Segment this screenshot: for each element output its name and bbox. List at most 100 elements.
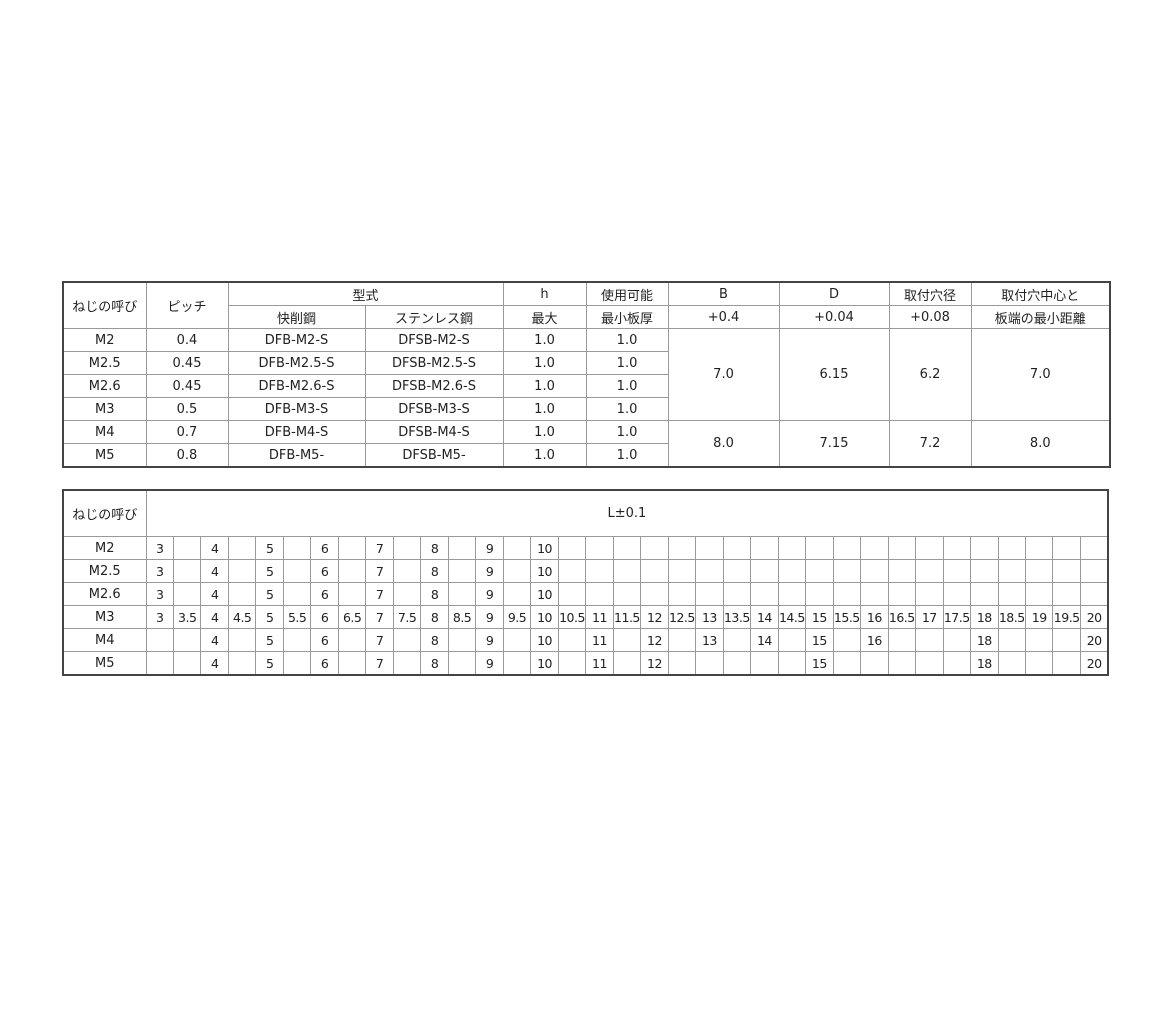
cell-length	[970, 582, 999, 606]
cell-length	[887, 536, 917, 560]
cell-length: 3.5	[172, 605, 202, 629]
cell-length: 7	[365, 536, 394, 560]
cell-length	[1024, 628, 1054, 652]
cell-length: 11.5	[612, 605, 642, 629]
cell-length: 9	[475, 628, 504, 652]
cell-sus: DFSB-M2.5-S	[364, 351, 504, 375]
cell-thick: 1.0	[585, 374, 669, 398]
cell-length: 8	[420, 651, 449, 676]
cell-length	[585, 559, 614, 583]
cell-h: 1.0	[502, 351, 587, 375]
cell-length	[1052, 536, 1081, 560]
cell-length: 6	[310, 651, 339, 676]
cell-b: 7.0	[667, 328, 780, 421]
header-thick-sub: 最小板厚	[585, 305, 669, 329]
cell-length: 4	[200, 605, 229, 629]
cell-length	[612, 559, 642, 583]
cell-length	[557, 582, 587, 606]
cell-length	[887, 651, 917, 676]
cell-length	[337, 582, 367, 606]
header-hole-tol: +0.08	[888, 305, 972, 329]
cell-length	[722, 536, 752, 560]
cell-size: M2.6	[62, 582, 147, 606]
cell-length: 5	[255, 582, 284, 606]
cell-length: 19.5	[1052, 605, 1081, 629]
table-row: M3 3 3.5 4 4.5 5 5.5 6 6.5 7 7.5 8 8.5 9 9.5 10 10.5 11 11…	[62, 605, 1109, 629]
cell-length: 6.5	[337, 605, 367, 629]
header-length: L±0.1	[145, 489, 1109, 537]
cell-length	[750, 559, 779, 583]
cell-length	[1052, 628, 1081, 652]
cell-length	[557, 628, 587, 652]
cell-length: 6	[310, 582, 339, 606]
cell-length	[695, 536, 724, 560]
cell-length	[282, 559, 312, 583]
cell-size: M5	[62, 443, 147, 468]
cell-size: M4	[62, 420, 147, 444]
cell-length	[172, 628, 202, 652]
cell-length	[777, 536, 807, 560]
cell-length	[502, 559, 532, 583]
cell-length: 3	[145, 559, 174, 583]
cell-length	[392, 651, 422, 676]
cell-length	[970, 536, 999, 560]
cell-free: DFB-M5-	[227, 443, 366, 468]
table-row: M2.5 0.45 DFB-M2.5-S DFSB-M2.5-S 1.0 1.0	[62, 351, 1110, 375]
cell-length: 20	[1079, 651, 1109, 676]
cell-length	[585, 582, 614, 606]
cell-length	[667, 582, 697, 606]
cell-length	[832, 536, 862, 560]
cell-length: 6	[310, 628, 339, 652]
cell-length: 13.5	[722, 605, 752, 629]
cell-length: 20	[1079, 628, 1109, 652]
cell-length	[447, 628, 477, 652]
cell-length: 9	[475, 605, 504, 629]
cell-free: DFB-M2-S	[227, 328, 366, 352]
cell-length	[997, 559, 1027, 583]
cell-length	[640, 559, 669, 583]
cell-length	[640, 582, 669, 606]
cell-pitch: 0.8	[145, 443, 229, 468]
cell-length	[502, 582, 532, 606]
cell-length: 4.5	[227, 605, 257, 629]
cell-length: 4	[200, 628, 229, 652]
cell-length	[145, 651, 174, 676]
cell-length	[695, 559, 724, 583]
cell-length: 7.5	[392, 605, 422, 629]
cell-length	[1079, 559, 1109, 583]
cell-length	[942, 559, 972, 583]
cell-length	[282, 628, 312, 652]
cell-free: DFB-M3-S	[227, 397, 366, 421]
cell-h: 1.0	[502, 443, 587, 468]
cell-length	[777, 559, 807, 583]
cell-length: 10	[530, 582, 559, 606]
cell-length: 3	[145, 582, 174, 606]
cell-free: DFB-M2.6-S	[227, 374, 366, 398]
cell-length: 5.5	[282, 605, 312, 629]
cell-length: 16	[860, 628, 889, 652]
cell-length	[502, 536, 532, 560]
cell-thick: 1.0	[585, 351, 669, 375]
cell-length: 6	[310, 536, 339, 560]
cell-hole: 6.2	[888, 328, 972, 421]
cell-length	[227, 628, 257, 652]
cell-length	[1024, 651, 1054, 676]
cell-length	[805, 582, 834, 606]
cell-length	[447, 559, 477, 583]
table-row: M2.6 0.45 DFB-M2.6-S DFSB-M2.6-S 1.0 1.0	[62, 374, 1110, 398]
cell-length	[887, 582, 917, 606]
header-hole: 取付穴径	[888, 281, 972, 306]
cell-length	[282, 651, 312, 676]
table-row: M2.6 3 4 5 6 7 8 9 10	[62, 582, 1109, 606]
cell-length: 8	[420, 559, 449, 583]
cell-length	[557, 536, 587, 560]
cell-d: 6.15	[778, 328, 890, 421]
cell-length	[337, 536, 367, 560]
cell-length: 20	[1079, 605, 1109, 629]
cell-length	[997, 536, 1027, 560]
cell-size: M2	[62, 328, 147, 352]
header-b: B	[667, 281, 780, 306]
cell-length	[942, 582, 972, 606]
cell-length	[227, 651, 257, 676]
cell-length	[667, 559, 697, 583]
